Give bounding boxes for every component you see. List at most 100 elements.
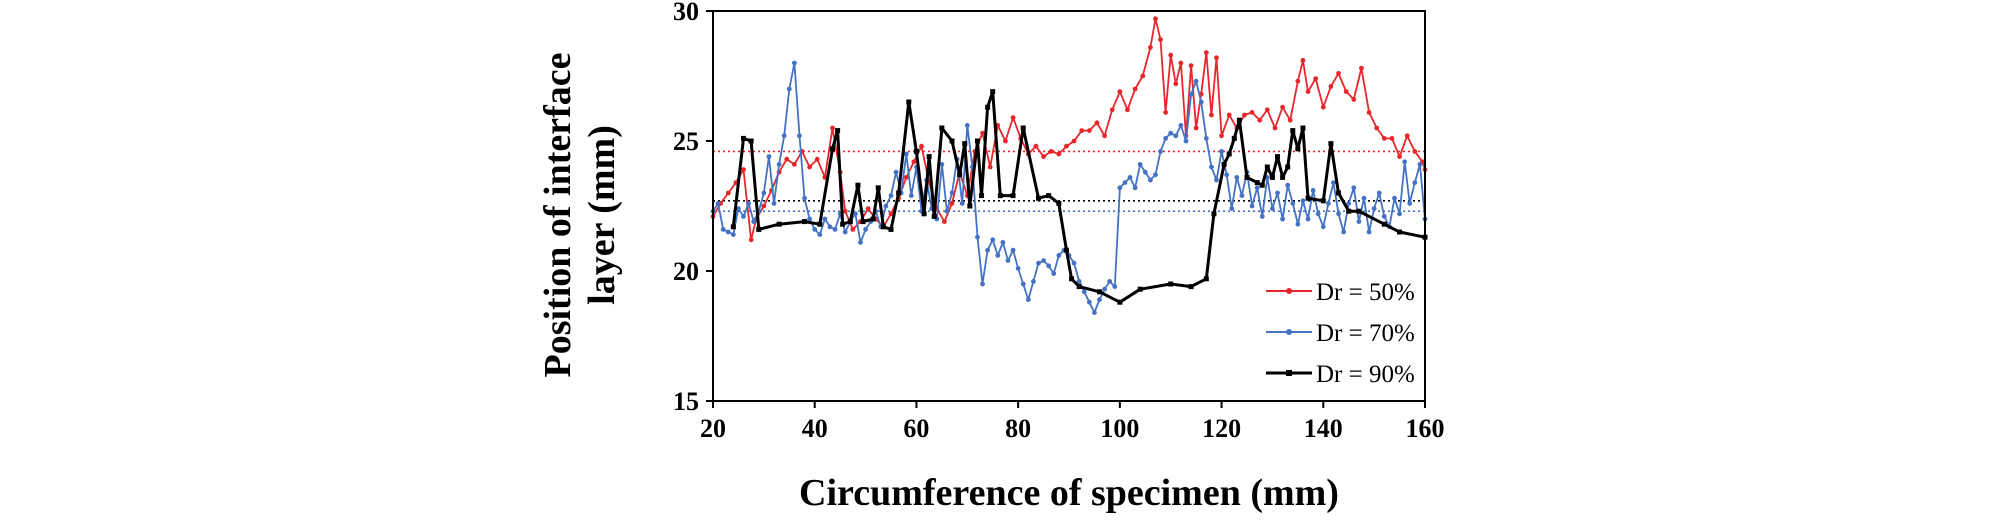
data-point xyxy=(1010,115,1016,120)
data-point xyxy=(1366,229,1372,235)
data-point xyxy=(1219,133,1224,139)
data-point xyxy=(1254,180,1260,186)
data-point xyxy=(720,227,726,232)
data-point xyxy=(1254,185,1260,191)
y-tick-label: 20 xyxy=(673,257,699,286)
data-point xyxy=(913,148,919,154)
data-point xyxy=(1305,89,1311,94)
data-point xyxy=(1163,110,1169,115)
data-point xyxy=(1219,149,1224,154)
data-point xyxy=(781,133,787,139)
data-point xyxy=(906,99,912,105)
data-point xyxy=(791,162,797,167)
data-point xyxy=(766,154,772,160)
legend-marker-3 xyxy=(1286,370,1292,376)
data-point xyxy=(847,219,853,225)
data-point xyxy=(1203,136,1209,141)
data-point xyxy=(771,201,777,206)
data-point xyxy=(1264,107,1270,113)
data-point xyxy=(1275,154,1281,160)
data-point xyxy=(908,193,914,199)
data-point xyxy=(911,159,917,165)
data-point xyxy=(802,219,808,225)
data-point xyxy=(817,232,823,238)
data-point xyxy=(888,226,894,232)
data-point xyxy=(748,237,754,243)
data-point xyxy=(1079,128,1085,134)
data-point xyxy=(931,213,937,219)
data-point xyxy=(1336,211,1341,217)
data-point xyxy=(995,253,1001,258)
data-point xyxy=(822,216,828,222)
data-point xyxy=(1178,60,1184,66)
data-point xyxy=(1371,206,1377,212)
data-point xyxy=(903,151,909,157)
data-point xyxy=(1142,169,1148,175)
data-point xyxy=(1361,195,1367,201)
data-point xyxy=(1270,206,1275,212)
data-point xyxy=(1417,162,1423,167)
data-point xyxy=(1035,195,1041,201)
data-point xyxy=(990,237,996,243)
data-point xyxy=(1374,125,1380,131)
data-point xyxy=(896,190,902,196)
data-point xyxy=(1069,276,1075,282)
data-point xyxy=(1336,71,1341,76)
data-point xyxy=(1046,263,1052,269)
data-point xyxy=(1112,284,1118,289)
data-point xyxy=(1285,164,1291,170)
data-point xyxy=(1234,175,1240,180)
data-point xyxy=(1056,253,1062,258)
legend-label-2: Dr = 70% xyxy=(1316,320,1415,347)
data-point xyxy=(1036,260,1041,266)
data-point xyxy=(1397,211,1402,217)
data-point xyxy=(741,167,746,173)
data-point xyxy=(980,130,985,136)
data-point xyxy=(1341,229,1347,235)
data-point xyxy=(1257,117,1263,123)
y-axis-title-line-1: Position of interface xyxy=(537,52,579,377)
data-point xyxy=(1351,185,1357,191)
data-point xyxy=(1280,216,1285,222)
data-point xyxy=(883,203,889,209)
data-point xyxy=(1173,133,1179,139)
data-point xyxy=(987,164,993,170)
data-point xyxy=(1242,112,1247,118)
data-point xyxy=(1392,195,1397,201)
data-point xyxy=(1211,211,1217,217)
data-point xyxy=(1295,78,1301,84)
data-point xyxy=(756,226,762,232)
data-point xyxy=(1295,146,1301,152)
data-point xyxy=(1280,104,1285,110)
data-point xyxy=(1051,271,1057,276)
data-point xyxy=(1117,89,1123,94)
data-point xyxy=(1125,107,1130,113)
series-line-1 xyxy=(712,17,1426,241)
data-point xyxy=(1076,279,1082,284)
data-point xyxy=(1188,284,1194,290)
data-point xyxy=(776,162,782,167)
data-point xyxy=(725,190,731,196)
data-point xyxy=(1092,310,1097,315)
data-point xyxy=(807,216,813,222)
data-point xyxy=(1168,130,1174,136)
data-point xyxy=(1249,203,1255,209)
data-point xyxy=(1336,190,1342,196)
data-point xyxy=(964,123,970,128)
data-point xyxy=(1381,136,1387,141)
data-point xyxy=(967,203,973,209)
data-point xyxy=(985,247,991,253)
data-point xyxy=(1272,125,1278,131)
data-point xyxy=(1305,216,1311,222)
data-point xyxy=(1063,247,1069,253)
data-point xyxy=(1107,279,1113,284)
data-point xyxy=(1056,200,1062,206)
data-point xyxy=(1163,136,1169,141)
data-point xyxy=(741,135,747,141)
data-point xyxy=(1147,177,1153,183)
data-point xyxy=(736,206,741,212)
plot-frame xyxy=(712,10,1426,402)
data-point xyxy=(1315,211,1321,217)
y-axis-title-line-2: layer (mm) xyxy=(581,125,623,305)
data-point xyxy=(784,156,790,162)
